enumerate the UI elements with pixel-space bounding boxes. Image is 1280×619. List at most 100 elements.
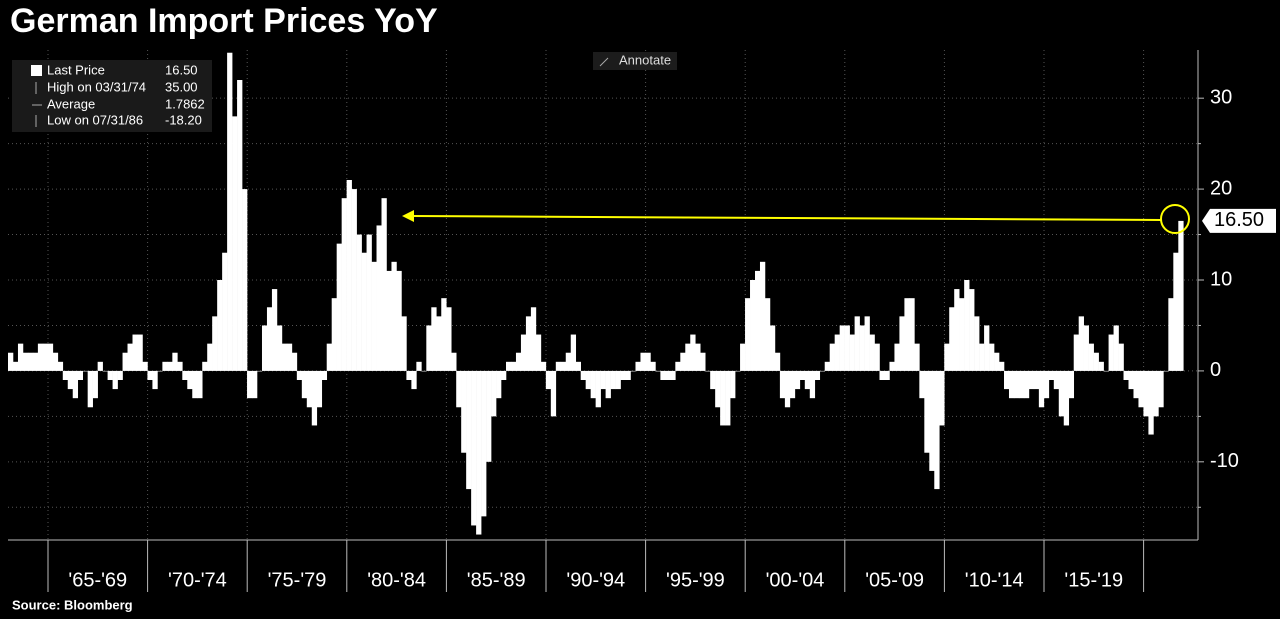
bar [117,370,123,380]
bar [27,352,34,371]
bar [261,325,268,371]
bar [640,352,646,371]
bar [949,307,955,371]
bar [824,361,830,371]
legend-value: 1.7862 [165,96,205,111]
bar [451,352,457,371]
bar [680,352,686,371]
bar [341,198,347,371]
bar [361,252,367,371]
bar [1143,370,1149,417]
bar [884,370,890,380]
bar [431,307,437,371]
bar [496,370,502,399]
bar [306,370,313,408]
bar [889,361,895,371]
bar [12,361,19,371]
bar [321,370,328,380]
bar [829,343,835,371]
annotation-arrowhead [402,210,414,222]
bar [695,343,701,371]
bar [994,352,1000,371]
bar [834,334,840,371]
bar [1043,370,1050,399]
legend-label: Low on 07/31/86 [47,112,143,127]
bar [37,343,44,371]
bar [67,370,74,390]
bar [924,370,930,453]
bar [585,370,591,390]
annotate-button[interactable]: Annotate [593,52,677,70]
pencil-icon [599,57,609,67]
bar [157,370,163,372]
bar [52,352,59,371]
bar [755,270,761,371]
bar [122,352,128,371]
bar [1173,252,1179,371]
x-tick-label: '65-'69 [68,569,127,591]
bar [401,316,407,371]
bar [1128,370,1134,390]
bar [57,361,64,371]
bar [152,370,158,390]
bar [1093,352,1099,371]
bar [162,361,168,371]
source: Source: Bloomberg [12,597,133,612]
bar [416,361,422,371]
bar [1004,370,1010,390]
bar [894,343,900,371]
bar [1058,370,1065,417]
bar [1053,370,1060,390]
bar [92,370,98,399]
bar [1023,370,1030,399]
bar [1123,370,1129,380]
x-tick-label: '95-'99 [666,569,725,591]
bar [1138,370,1144,408]
bar [929,370,935,471]
legend-value: 16.50 [165,62,198,77]
bar [167,361,173,371]
bar [326,343,332,371]
bar [575,361,581,371]
bar [132,334,138,371]
bar [441,298,447,371]
annotate-button-bg[interactable] [593,52,677,70]
bar [764,298,771,371]
bar [336,243,342,371]
bar [899,316,905,371]
bar [271,289,278,371]
x-tick-label: '10-'14 [965,569,1024,591]
bar [565,352,572,371]
bar [1048,370,1055,380]
bar [859,325,865,371]
bar [87,370,93,408]
bar [789,370,796,399]
bar [8,352,14,371]
bar [515,352,522,371]
bar [1033,370,1040,390]
bar [257,370,263,372]
bar [501,370,507,380]
bar [1038,370,1045,408]
annotation-circle [1160,204,1190,234]
bar [1088,343,1094,371]
bar [849,334,855,371]
bar [1008,370,1015,399]
bar [202,361,208,371]
bar [914,343,920,371]
bar [266,307,273,371]
bar [610,370,616,390]
bar [560,361,567,371]
bar [142,361,148,371]
bar [386,270,392,371]
bar [804,370,811,390]
bar [182,370,188,380]
bar [630,370,636,372]
bar [759,261,766,371]
annotate-label[interactable]: Annotate [619,52,671,67]
bar [909,298,915,371]
bar [974,316,980,371]
bar [1168,298,1174,371]
bar [520,334,527,371]
bar [381,198,387,371]
